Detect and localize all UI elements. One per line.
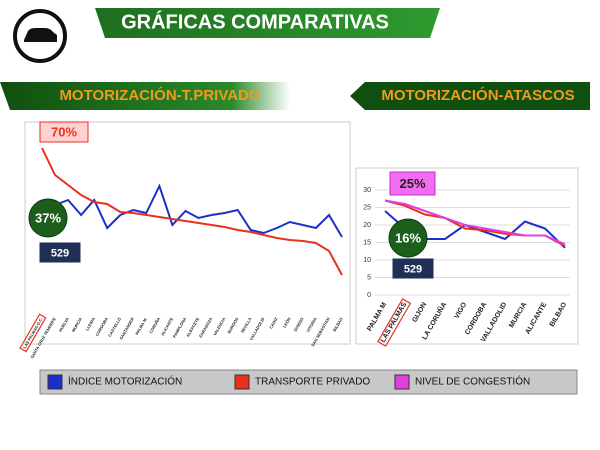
left-chart-title: MOTORIZACIÓN-T.PRIVADO — [59, 86, 260, 104]
x-tick-label: HUELVA — [58, 316, 70, 332]
x-tick-label: SEVILLA — [240, 316, 253, 333]
annotation-circle — [28, 198, 68, 238]
annotation: 16% — [395, 230, 421, 245]
x-tick-label: BILBAO — [549, 301, 569, 328]
x-tick-label: PALMA M. — [134, 317, 148, 336]
x-tick-label: CADIZ — [268, 316, 279, 330]
left-frame — [24, 121, 351, 345]
annotation: 37% — [35, 210, 61, 225]
annotation: 529 — [404, 263, 422, 275]
x-tick-label: VITORIA — [305, 316, 317, 333]
legend-swatch — [47, 374, 63, 390]
x-tick-label: LEÓN — [282, 316, 292, 328]
legend-label: NIVEL DE CONGESTIÓN — [415, 375, 530, 388]
annotation-circle — [388, 218, 428, 258]
highlight-box — [19, 313, 47, 353]
y-tick-label: 10 — [363, 257, 371, 264]
y-tick-label: 0 — [367, 292, 371, 299]
series-line — [384, 199, 566, 246]
x-tick-label: PALMA M — [366, 301, 388, 332]
legend-swatch — [234, 374, 250, 390]
annotation: 70% — [51, 124, 77, 139]
x-tick-label: LLEIDA — [84, 316, 96, 331]
legend — [39, 369, 578, 395]
series-line — [54, 183, 343, 238]
x-tick-label: VALENCIA — [212, 316, 226, 336]
car-shape — [24, 28, 57, 42]
header-title: GRÁFICAS COMPARATIVAS — [121, 10, 389, 33]
annotation: 25% — [399, 176, 425, 191]
y-tick-label: 15 — [363, 239, 371, 246]
header-banner — [95, 8, 440, 38]
highlight-box — [377, 298, 412, 347]
y-tick-label: 20 — [363, 222, 371, 229]
annotation-box — [392, 258, 434, 279]
x-tick-label: BURGOS — [226, 316, 239, 334]
right-banner — [350, 82, 590, 110]
annotation-box — [39, 121, 89, 143]
legend-swatch — [394, 374, 410, 390]
x-tick-label: MURCIA — [71, 316, 83, 332]
annotation: 529 — [51, 247, 69, 259]
legend-label: ÍNDICE MOTORIZACIÓN — [68, 375, 182, 388]
x-tick-label: GIJON — [411, 301, 428, 323]
x-tick-label: BILBAO — [332, 317, 344, 333]
x-tick-label: VIGO — [454, 301, 469, 320]
y-tick-label: 25 — [363, 204, 371, 211]
x-tick-label: OVIEDO — [293, 317, 305, 333]
right-chart-title: MOTORIZACIÓN-ATASCOS — [381, 86, 574, 104]
y-tick-label: 5 — [367, 274, 371, 281]
x-tick-label: ALICANTE — [525, 301, 549, 335]
y-tick-label: 30 — [363, 187, 371, 194]
annotation-box — [389, 171, 436, 196]
x-tick-label: CORUÑA — [148, 316, 161, 334]
left-banner — [0, 82, 290, 110]
annotation-box — [39, 242, 81, 263]
right-frame — [355, 167, 579, 345]
series-line — [41, 147, 343, 276]
legend-label: TRANSPORTE PRIVADO — [255, 377, 370, 388]
x-tick-label: ZARAGOZA — [198, 316, 214, 338]
x-tick-label: MURCIA — [508, 301, 528, 329]
